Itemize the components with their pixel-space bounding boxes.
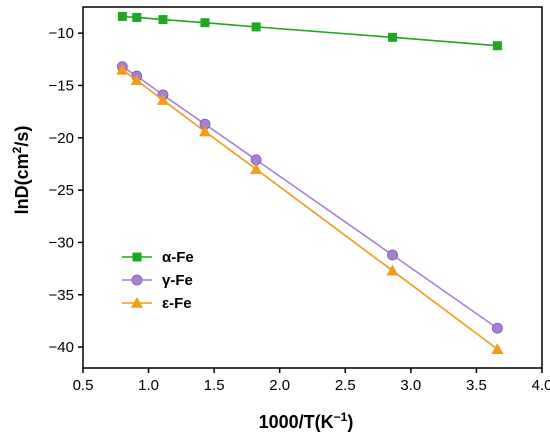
legend-label: ε-Fe	[162, 295, 192, 312]
data-point-0	[251, 22, 261, 32]
x-tick-label: 1.0	[138, 377, 159, 394]
data-point-0	[200, 18, 210, 28]
legend-marker	[131, 274, 143, 286]
data-point-1	[387, 249, 398, 261]
x-tick-label: 1.5	[204, 377, 225, 394]
x-tick-label: 3.0	[400, 377, 421, 394]
data-point-2	[156, 94, 169, 105]
y-tick-label: −30	[49, 234, 74, 251]
data-point-1	[492, 322, 503, 334]
x-tick-label: 3.5	[466, 377, 487, 394]
data-point-0	[387, 32, 397, 42]
data-point-2	[130, 74, 143, 86]
data-point-2	[250, 163, 263, 174]
y-axis-title: lnD(cm2/s)	[10, 126, 32, 215]
data-point-0	[117, 11, 127, 21]
y-tick-label: −25	[49, 182, 74, 199]
ylabel-end: /s)	[12, 126, 32, 147]
x-tick-label: 4.0	[532, 377, 550, 394]
y-tick-label: −35	[49, 287, 74, 304]
data-point-2	[386, 264, 399, 276]
xlabel-sup: −1	[334, 410, 348, 424]
data-point-2	[198, 125, 211, 137]
y-tick-label: −10	[49, 25, 74, 42]
data-point-0	[492, 41, 502, 51]
legend-marker	[131, 297, 143, 308]
x-axis-title: 1000/T(K−1)	[259, 410, 354, 432]
y-tick-label: −15	[49, 77, 74, 94]
xlabel-main: 1000/T(K	[259, 412, 334, 432]
legend-marker	[132, 252, 142, 262]
data-point-0	[158, 15, 168, 25]
legend-label: α-Fe	[162, 249, 194, 266]
data-point-2	[491, 343, 504, 354]
plot-frame	[82, 6, 543, 369]
x-tick-label: 0.5	[73, 377, 94, 394]
xlabel-end: )	[347, 412, 353, 432]
x-tick-label: 2.0	[269, 377, 290, 394]
x-tick-label: 2.5	[335, 377, 356, 394]
svg-text:lnD(cm2/s): lnD(cm2/s)	[10, 126, 32, 215]
svg-text:1000/T(K−1): 1000/T(K−1)	[259, 410, 354, 432]
ylabel-main: lnD(cm	[12, 153, 32, 214]
data-point-0	[132, 12, 142, 22]
series-line-0	[122, 15, 498, 47]
y-tick-label: −40	[49, 339, 74, 356]
ylabel-sup: 2	[10, 146, 24, 153]
legend-label: γ-Fe	[162, 272, 193, 289]
data-point-2	[116, 63, 129, 75]
y-tick-label: −20	[49, 130, 74, 147]
